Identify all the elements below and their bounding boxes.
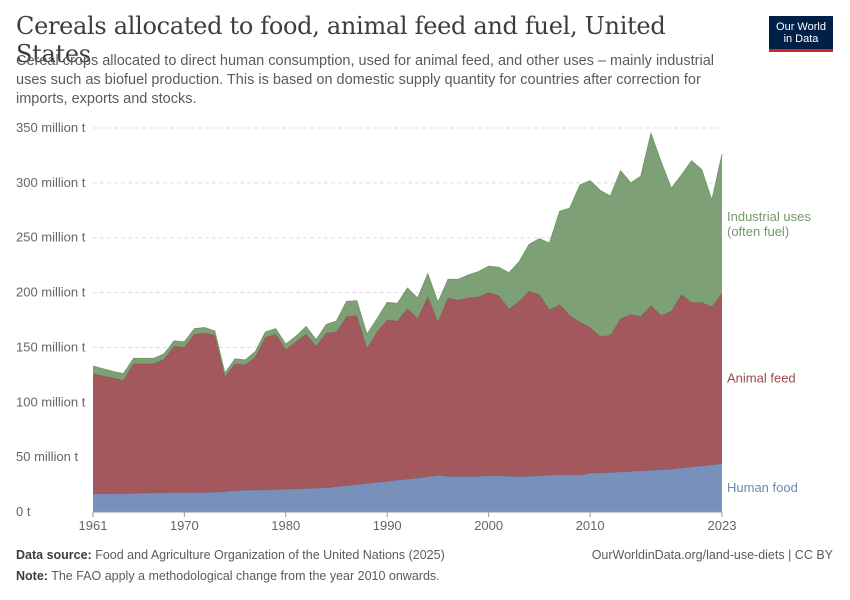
x-tick-label: 2010 (576, 518, 605, 533)
x-tick-label: 1990 (373, 518, 402, 533)
series-label: Industrial uses (727, 209, 811, 224)
x-tick-label: 2000 (474, 518, 503, 533)
x-tick-label: 1970 (170, 518, 199, 533)
y-tick-label: 0 t (16, 504, 31, 519)
data-source: Data source: Food and Agriculture Organi… (16, 548, 445, 562)
note-label: Note: (16, 569, 48, 583)
y-tick-label: 100 million t (16, 394, 86, 409)
y-tick-label: 350 million t (16, 120, 86, 135)
y-tick-label: 250 million t (16, 230, 86, 245)
license-link[interactable]: OurWorldinData.org/land-use-diets | CC B… (591, 548, 833, 562)
data-source-text[interactable]: Food and Agriculture Organization of the… (95, 548, 445, 562)
data-source-label: Data source: (16, 548, 92, 562)
y-tick-label: 200 million t (16, 285, 86, 300)
series-label: Human food (727, 480, 798, 495)
chart-note: Note: The FAO apply a methodological cha… (16, 569, 440, 583)
area-series (93, 291, 722, 494)
series-line (92, 131, 723, 375)
area-series (93, 463, 722, 512)
note-text: The FAO apply a methodological change fr… (51, 569, 440, 583)
x-tick-label: 1980 (271, 518, 300, 533)
logo-line-1: Our World (776, 20, 826, 33)
logo-line-2: in Data (783, 32, 819, 45)
chart-subtitle: Cereal crops allocated to direct human c… (16, 53, 714, 107)
series-label: Animal feed (727, 371, 796, 386)
x-tick-label: 1961 (79, 518, 108, 533)
owid-logo[interactable]: Our World in Data (769, 16, 833, 52)
area-series (93, 133, 722, 381)
chart-title: Cereals allocated to food, animal feed a… (16, 12, 666, 68)
series-label: (often fuel) (727, 224, 789, 239)
y-tick-label: 150 million t (16, 339, 86, 354)
y-tick-label: 300 million t (16, 175, 86, 190)
y-tick-label: 50 million t (16, 449, 79, 464)
x-tick-label: 2023 (708, 518, 737, 533)
